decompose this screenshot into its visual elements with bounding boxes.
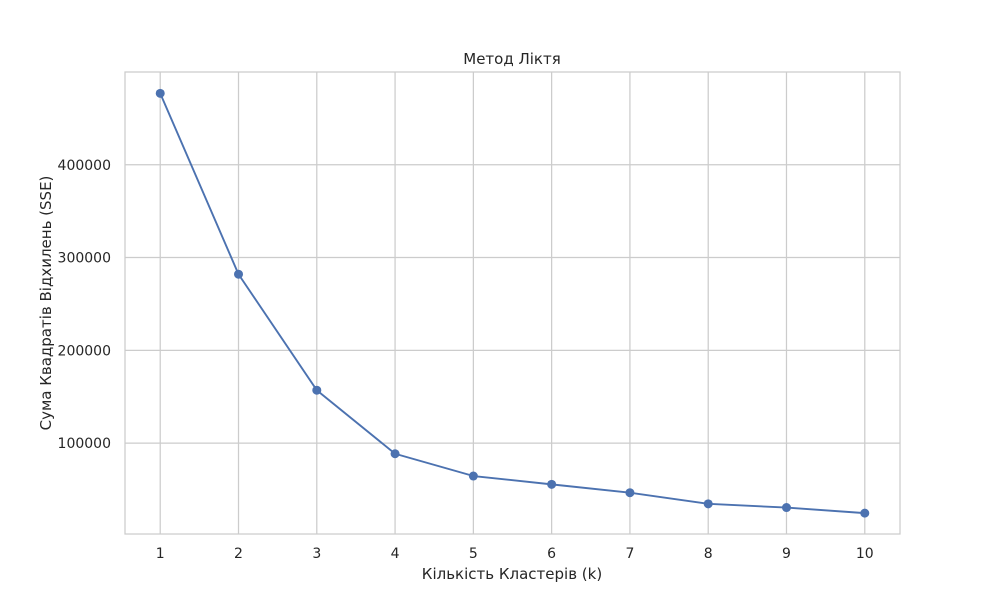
data-point <box>390 449 400 459</box>
x-tick-label: 4 <box>391 546 400 562</box>
x-tick-label: 7 <box>625 546 634 562</box>
y-tick-label: 300000 <box>58 251 111 267</box>
data-point <box>155 88 165 98</box>
x-tick-label: 1 <box>156 546 165 562</box>
data-point <box>312 385 322 395</box>
grid-lines <box>125 72 900 534</box>
x-tick-label: 10 <box>856 546 874 562</box>
x-tick-label: 8 <box>704 546 713 562</box>
x-tick-label: 3 <box>312 546 321 562</box>
y-tick-label: 200000 <box>58 343 111 359</box>
x-tick-label: 2 <box>234 546 243 562</box>
y-tick-label: 100000 <box>58 436 111 452</box>
y-tick-label: 400000 <box>58 158 111 174</box>
x-axis-label: Кількість Кластерів (k) <box>422 565 602 583</box>
chart-title: Метод Ліктя <box>463 50 561 68</box>
plot-frame <box>124 71 901 535</box>
x-tick-label: 5 <box>469 546 478 562</box>
data-point <box>234 269 244 279</box>
data-point <box>860 508 870 518</box>
data-point <box>781 503 791 513</box>
tick-labels: 1 2 3 4 5 6 7 8 9 10 100000 200000 300000 400000 <box>58 158 874 562</box>
data-point <box>703 499 713 509</box>
plot-area <box>125 72 900 534</box>
x-tick-label: 9 <box>782 546 791 562</box>
data-point <box>468 471 478 481</box>
data-point <box>547 479 557 489</box>
x-tick-label: 6 <box>547 546 556 562</box>
series-line <box>159 92 866 515</box>
y-axis-label: Сума Квадратів Відхилень (SSE) <box>37 176 55 431</box>
series-layer <box>155 88 870 518</box>
data-point <box>625 488 635 498</box>
